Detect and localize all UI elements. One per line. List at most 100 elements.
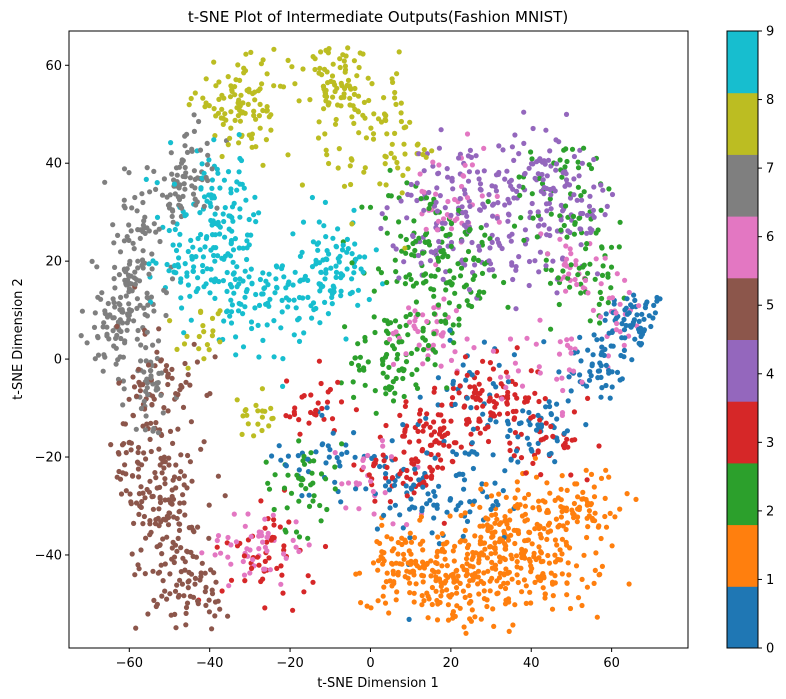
data-point-class-5 <box>192 581 198 587</box>
data-point-class-8 <box>259 427 265 434</box>
data-point-class-5 <box>154 544 160 550</box>
data-point-class-6 <box>573 258 579 264</box>
data-point-class-8 <box>251 433 257 439</box>
data-point-class-6 <box>240 558 246 565</box>
data-point-class-9 <box>299 249 305 255</box>
data-point-class-0 <box>460 362 466 368</box>
data-point-class-2 <box>288 490 295 496</box>
data-point-class-0 <box>464 518 471 525</box>
data-point-class-8 <box>186 102 192 108</box>
data-point-class-1 <box>381 584 387 590</box>
data-point-class-8 <box>213 113 219 119</box>
data-point-class-7 <box>92 310 98 316</box>
colorbar-segment-5 <box>727 277 758 340</box>
data-point-class-6 <box>293 544 299 550</box>
data-point-class-6 <box>434 319 440 325</box>
data-point-class-3 <box>242 578 248 584</box>
data-point-class-1 <box>502 585 509 592</box>
data-point-class-1 <box>420 547 426 553</box>
data-point-class-1 <box>457 539 463 545</box>
data-point-class-5 <box>160 459 166 465</box>
data-point-class-7 <box>143 413 149 419</box>
data-point-class-2 <box>422 239 428 245</box>
data-point-class-0 <box>337 463 343 469</box>
data-point-class-4 <box>384 205 390 211</box>
data-point-class-1 <box>450 548 456 554</box>
data-point-class-9 <box>321 223 327 229</box>
data-point-class-1 <box>512 540 518 547</box>
data-point-class-1 <box>506 569 512 575</box>
data-point-class-1 <box>515 579 521 586</box>
data-point-class-9 <box>226 226 232 232</box>
data-point-class-0 <box>520 408 526 414</box>
data-point-class-0 <box>408 496 414 502</box>
x-axis-ticks: −60 −40 −20 0 20 40 60 <box>116 648 620 671</box>
data-point-class-2 <box>476 289 483 295</box>
data-point-class-2 <box>505 304 511 310</box>
data-point-class-5 <box>176 527 183 534</box>
data-point-class-4 <box>563 177 570 183</box>
colorbar-tick-label: 9 <box>766 25 774 40</box>
y-tick-label: −20 <box>35 451 62 466</box>
data-point-class-7 <box>102 179 108 185</box>
data-point-class-5 <box>156 446 162 452</box>
data-point-class-6 <box>570 368 577 374</box>
data-point-class-1 <box>509 556 515 562</box>
data-point-class-2 <box>467 226 473 232</box>
data-point-class-1 <box>375 598 381 604</box>
data-point-class-9 <box>357 254 363 260</box>
data-point-class-1 <box>575 595 582 601</box>
data-point-class-9 <box>328 265 334 271</box>
data-point-class-4 <box>538 216 544 222</box>
data-point-class-1 <box>478 486 484 492</box>
data-point-class-8 <box>349 157 355 163</box>
data-point-class-1 <box>548 570 554 576</box>
data-point-class-8 <box>285 57 291 64</box>
data-point-class-5 <box>153 475 159 481</box>
data-point-class-4 <box>536 222 542 228</box>
data-point-class-2 <box>392 390 398 396</box>
data-point-class-6 <box>452 217 458 224</box>
data-point-class-9 <box>231 290 237 296</box>
data-point-class-9 <box>355 287 361 293</box>
data-point-class-6 <box>439 333 445 339</box>
data-point-class-0 <box>386 479 392 485</box>
data-point-class-9 <box>292 269 298 275</box>
data-point-class-7 <box>139 262 145 268</box>
data-point-class-3 <box>485 424 491 430</box>
data-point-class-3 <box>490 366 496 372</box>
data-point-class-5 <box>146 489 152 495</box>
data-point-class-0 <box>444 509 450 515</box>
data-point-class-0 <box>598 363 604 369</box>
data-point-class-9 <box>248 266 254 272</box>
data-point-class-1 <box>463 573 469 579</box>
data-point-class-9 <box>230 247 237 253</box>
data-point-class-0 <box>381 512 387 519</box>
data-point-class-1 <box>566 572 572 578</box>
data-point-class-2 <box>296 498 302 504</box>
data-point-class-1 <box>558 504 564 510</box>
x-tick-label: −60 <box>116 656 143 671</box>
data-point-class-0 <box>634 312 640 318</box>
data-point-class-1 <box>595 524 602 530</box>
data-point-class-3 <box>476 416 482 422</box>
data-point-class-3 <box>271 522 277 528</box>
data-point-class-9 <box>233 334 239 340</box>
data-point-class-1 <box>467 616 473 622</box>
data-point-class-5 <box>152 470 158 476</box>
data-point-class-3 <box>584 477 590 483</box>
data-point-class-1 <box>470 564 476 570</box>
data-point-class-9 <box>338 288 344 294</box>
data-point-class-4 <box>459 238 465 244</box>
data-point-class-4 <box>571 153 578 160</box>
data-point-class-3 <box>503 369 509 375</box>
data-point-class-3 <box>387 499 393 505</box>
data-point-class-4 <box>434 208 440 214</box>
data-point-class-9 <box>239 181 245 187</box>
data-point-class-7 <box>161 176 167 182</box>
data-point-class-1 <box>585 524 591 530</box>
data-point-class-2 <box>432 349 438 355</box>
data-point-class-4 <box>481 204 487 210</box>
data-point-class-1 <box>483 481 489 487</box>
